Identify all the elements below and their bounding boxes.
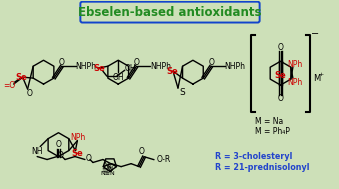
Text: N: N [103,163,108,168]
Text: O: O [86,154,92,163]
Text: Se: Se [16,73,27,82]
Text: N: N [107,167,113,172]
Text: N: N [106,164,111,169]
Text: O: O [138,147,144,156]
Text: O: O [208,58,214,67]
Text: NPh: NPh [71,133,86,142]
Text: O: O [278,43,283,52]
Text: M: M [313,74,320,83]
Text: O: O [58,151,64,160]
Text: Ebselen-based antioxidants: Ebselen-based antioxidants [78,6,262,19]
Text: Se: Se [166,67,178,76]
Text: Se: Se [72,149,83,158]
Text: R = 21-prednisolonyl: R = 21-prednisolonyl [215,163,309,172]
Text: O-R: O-R [157,155,171,164]
Text: O: O [278,94,283,103]
Text: M = Na: M = Na [255,117,283,126]
Text: NHPh: NHPh [75,62,96,71]
Text: N≡N: N≡N [100,171,115,176]
Text: NPh: NPh [287,60,302,69]
Text: NHPh: NHPh [150,62,171,71]
Text: =O: =O [3,81,16,90]
Text: OH: OH [125,64,137,73]
Text: NHPh: NHPh [225,62,246,71]
Text: M = Ph₄P: M = Ph₄P [255,127,290,136]
Text: +: + [319,72,324,77]
Text: O: O [56,140,61,149]
Text: NH: NH [32,147,43,156]
Text: ≡N: ≡N [101,167,113,174]
Text: O: O [134,58,139,67]
Text: S: S [179,88,185,97]
Text: Se: Se [93,64,105,73]
Text: R = 3-cholesteryl: R = 3-cholesteryl [215,152,292,161]
FancyBboxPatch shape [80,2,260,22]
Text: Se: Se [275,71,286,80]
Text: OH: OH [113,73,124,82]
Text: −: − [311,29,319,40]
Text: O: O [59,58,65,67]
Text: O: O [27,88,33,98]
Text: NPh: NPh [287,78,302,87]
